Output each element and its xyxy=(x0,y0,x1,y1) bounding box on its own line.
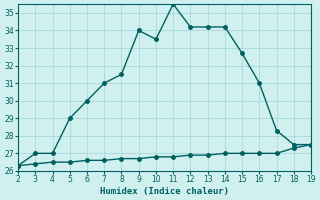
X-axis label: Humidex (Indice chaleur): Humidex (Indice chaleur) xyxy=(100,187,229,196)
